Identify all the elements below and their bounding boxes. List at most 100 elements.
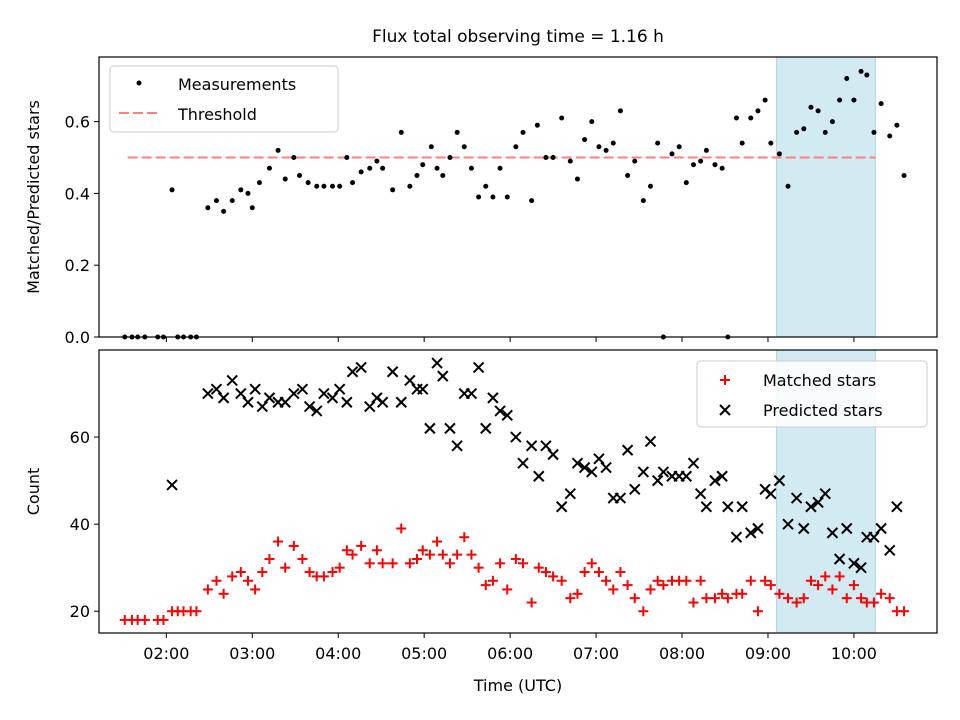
marker-d2 (694, 487, 707, 500)
predicted-star-marker (501, 409, 513, 422)
predicted-star-marker (525, 440, 538, 452)
measurement-point (794, 129, 800, 135)
marker-d2 (311, 405, 323, 417)
predicted-star-marker (386, 366, 399, 378)
measurement-point (755, 108, 761, 114)
measurement-point (829, 119, 835, 125)
marker-d2 (288, 387, 300, 400)
measurement-point (837, 97, 843, 103)
matched-star-marker (356, 540, 367, 551)
legend-predicted-marker (719, 404, 731, 416)
marker-d2 (736, 501, 748, 513)
marker-d2 (296, 383, 309, 395)
marker-d2 (875, 522, 887, 535)
measurement-point (632, 158, 638, 164)
measurement-point (461, 144, 467, 150)
marker-d2 (333, 383, 346, 395)
predicted-star-marker (621, 444, 634, 456)
matched-star-marker (327, 567, 338, 578)
predicted-star-marker (364, 400, 376, 413)
predicted-star-marker (487, 392, 499, 404)
measurement-point (550, 155, 556, 161)
matched-star-marker (791, 597, 802, 608)
measurement-point (640, 198, 646, 204)
marker-d2 (386, 366, 399, 378)
measurement-point (275, 147, 281, 153)
measurement-point (733, 115, 739, 121)
matched-star-marker (139, 614, 150, 625)
measurement-point (648, 183, 654, 189)
measurement-point (358, 169, 364, 175)
y-tick-label: 0.6 (65, 113, 90, 132)
marker-d2 (547, 448, 559, 461)
legend-bottom: Matched stars Predicted stars (696, 360, 928, 428)
matched-star-marker (473, 562, 484, 573)
matched-star-marker (250, 584, 261, 595)
legend-matched-marker (720, 375, 730, 385)
matched-star-marker (783, 593, 794, 604)
measurement-point (454, 129, 460, 135)
predicted-star-marker (868, 531, 880, 543)
matched-star-marker (548, 571, 559, 582)
measurement-point (703, 147, 709, 153)
predicted-star-marker (833, 553, 846, 565)
matched-star-marker (264, 553, 275, 564)
measurement-point (529, 198, 535, 204)
marker-d2 (303, 400, 316, 413)
matched-star-marker (774, 588, 785, 599)
measurement-point (851, 97, 857, 103)
measurement-point (676, 144, 682, 150)
matched-star-marker (424, 549, 435, 560)
predicted-star-marker (533, 470, 545, 482)
measurement-point (582, 137, 588, 143)
measurement-point (669, 151, 675, 157)
measurement-point (447, 155, 453, 161)
predicted-star-marker (790, 492, 803, 504)
x-tick-label: 07:00 (573, 644, 619, 663)
matched-star-marker (805, 575, 816, 586)
marker-d2 (855, 561, 867, 574)
measurement-point (864, 72, 870, 78)
marker-d2 (242, 396, 254, 408)
predicted-star-marker (614, 492, 627, 504)
marker-d2 (614, 492, 627, 504)
matched-star-marker (856, 593, 867, 604)
predicted-star-marker (431, 357, 443, 369)
measurement-point (414, 172, 420, 178)
measurement-point (256, 180, 262, 186)
predicted-star-marker (884, 544, 896, 556)
measurement-point (398, 129, 404, 135)
measurement-point (815, 108, 821, 114)
marker-d2 (600, 461, 612, 474)
marker-d2 (805, 501, 817, 513)
matched-star-marker (608, 584, 619, 595)
measurement-point (221, 208, 227, 214)
matched-star-marker (752, 606, 763, 617)
x-axis-label: Time (UTC) (473, 676, 562, 695)
predicted-star-marker (494, 405, 506, 417)
measurement-point (603, 147, 609, 153)
measurement-point (249, 205, 255, 211)
marker-d2 (629, 483, 641, 496)
y-tick-label: 60 (70, 428, 90, 447)
marker-d2 (364, 400, 376, 413)
observing-window-shade (776, 57, 876, 337)
marker-d2 (833, 553, 846, 565)
x-tick-label: 10:00 (831, 644, 877, 663)
matched-star-marker (437, 549, 448, 560)
axes-frame (98, 349, 938, 634)
measurement-point (801, 126, 807, 132)
marker-d2 (517, 457, 529, 469)
measurement-point (321, 183, 327, 189)
measurement-point (610, 140, 616, 146)
predicted-star-marker (235, 387, 247, 400)
predicted-star-marker (736, 501, 748, 513)
predicted-star-marker (444, 422, 456, 435)
measurement-point (266, 165, 272, 171)
marker-d2 (395, 396, 407, 408)
measurement-point (490, 194, 496, 200)
predicted-star-marker (722, 501, 734, 513)
predicted-star-marker (376, 396, 389, 408)
matched-star-marker (638, 606, 649, 617)
measurement-point (894, 122, 900, 128)
